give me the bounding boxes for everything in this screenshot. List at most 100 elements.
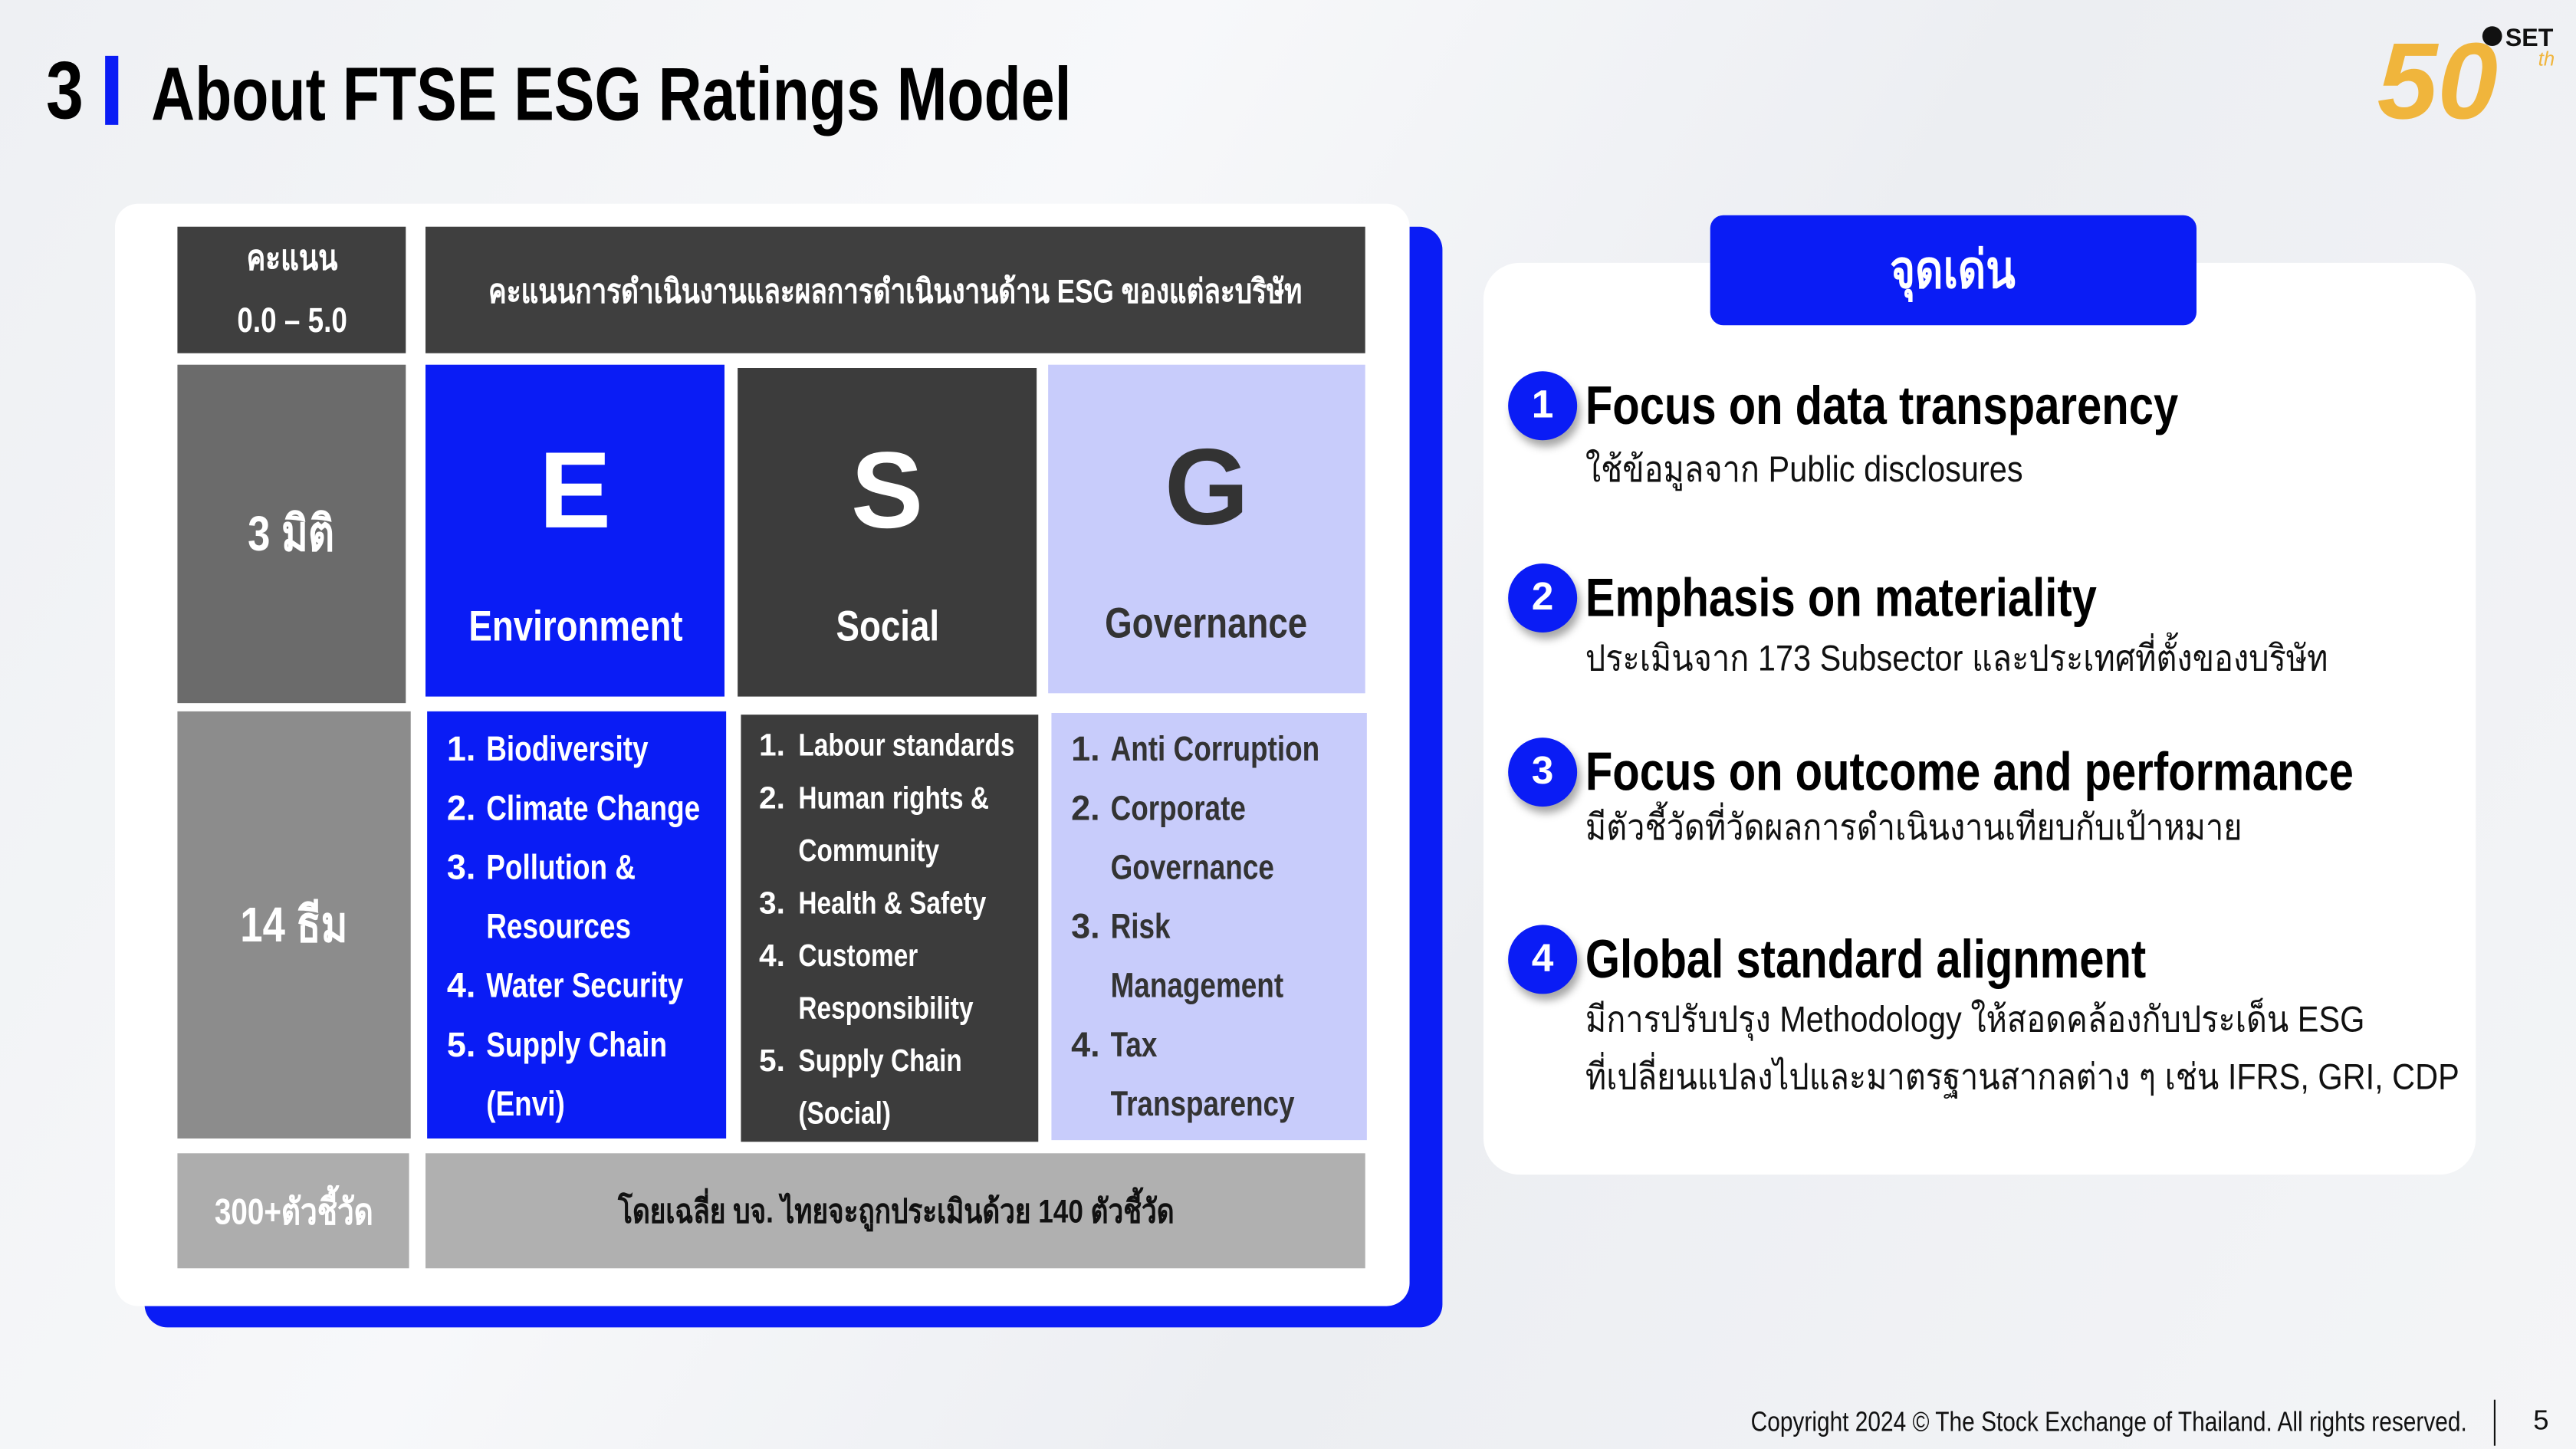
theme-item: Resources <box>447 899 748 958</box>
theme-number: 3. <box>446 849 476 888</box>
highlight-title: Focus on outcome and performance <box>1585 741 2354 802</box>
theme-number: 1. <box>446 731 476 769</box>
highlight-description: ที่เปลี่ยนแปลงไปและมาตรฐานสากลต่าง ๆ เช่… <box>1585 1056 2459 1098</box>
theme-number <box>1071 1076 1110 1135</box>
highlight-description: ใช้ข้อมูลจาก Public disclosures <box>1585 449 2023 490</box>
theme-item: 5. Supply Chain <box>447 1017 748 1076</box>
theme-item: 2. Climate Change <box>447 780 748 840</box>
highlights-panel <box>1483 262 2476 1175</box>
theme-text: Biodiversity <box>486 731 649 769</box>
theme-number <box>447 899 486 958</box>
theme-text: Transparency <box>1110 1086 1295 1124</box>
theme-item: Governance <box>1071 840 1365 899</box>
theme-item: 1. Anti Corruption <box>1071 721 1365 780</box>
pillar-governance: G Governance <box>1048 364 1365 694</box>
theme-number <box>759 826 798 879</box>
theme-number: 5. <box>758 1044 785 1079</box>
theme-number <box>1071 840 1110 899</box>
theme-item: 4. Tax <box>1071 1017 1365 1076</box>
pillar-letter: G <box>1164 426 1249 547</box>
pillar-name: Governance <box>1105 598 1308 648</box>
theme-text: Risk <box>1110 909 1171 947</box>
pillar-letter: E <box>538 429 612 550</box>
copyright: Copyright 2024 © The Stock Exchange of T… <box>1751 1406 2468 1438</box>
highlight-description: มีการปรับปรุง Methodology ให้สอดคล้องกับ… <box>1585 998 2365 1040</box>
governance-themes: 1. Anti Corruption 2. Corporate Governance 3.… <box>1051 713 1367 1141</box>
indicators-label: 300+ตัวชี้วัด <box>177 1153 409 1269</box>
theme-text: Labour standards <box>798 729 1015 764</box>
theme-text: Supply Chain <box>486 1027 668 1065</box>
theme-text: Management <box>1110 968 1284 1006</box>
number-badge: 4 <box>1508 925 1578 994</box>
svg-text:th: th <box>2538 49 2555 71</box>
theme-item: (Social) <box>759 1089 1062 1142</box>
number-badge: 1 <box>1508 371 1578 441</box>
themes-label: 14 ธีม <box>177 711 411 1138</box>
theme-number: 4. <box>1071 1027 1100 1065</box>
social-themes: 1. Labour standards 2. Human rights & Commun… <box>741 715 1039 1142</box>
pillar-social: S Social <box>738 368 1037 697</box>
page-title: About FTSE ESG Ratings Model <box>151 51 1072 136</box>
theme-item: 1. Labour standards <box>759 721 1062 774</box>
theme-item: 3. Pollution & <box>447 840 748 899</box>
highlight-title: Emphasis on materiality <box>1585 567 2097 628</box>
number-badge: 2 <box>1508 564 1578 632</box>
dimensions-label: 3 มิติ <box>177 364 406 704</box>
theme-item: 3. Health & Safety <box>759 879 1062 932</box>
theme-item: Transparency <box>1071 1076 1365 1135</box>
theme-number: 2. <box>758 781 785 816</box>
highlight-title: Focus on data transparency <box>1585 374 2179 435</box>
highlight-description: ประเมินจาก 173 Subsector และประเทศที่ตั้… <box>1585 637 2328 678</box>
theme-item: 2. Human rights & <box>759 774 1062 826</box>
theme-item: 4. Water Security <box>447 958 748 1017</box>
theme-number <box>759 1089 798 1142</box>
theme-item: 1. Biodiversity <box>447 721 748 780</box>
theme-text: (Social) <box>798 1097 892 1132</box>
theme-text: Pollution & <box>486 849 636 888</box>
theme-number: 1. <box>1071 731 1100 769</box>
theme-number: 3. <box>1071 909 1100 947</box>
highlights-title: จุดเด่น <box>1710 215 2196 326</box>
title-accent-bar <box>105 55 119 125</box>
score-cell: คะแนน 0.0 – 5.0 <box>177 226 406 353</box>
theme-number: 4. <box>758 939 785 974</box>
theme-text: Corporate <box>1110 790 1246 828</box>
theme-item: 3. Risk <box>1071 899 1365 958</box>
section-number: 3 <box>46 44 84 136</box>
theme-number <box>759 984 798 1037</box>
pillar-environment: E Environment <box>426 364 724 697</box>
theme-text: Resources <box>486 909 631 947</box>
theme-number <box>447 1076 486 1135</box>
theme-number <box>1071 958 1110 1017</box>
theme-item: (Envi) <box>447 1076 748 1135</box>
theme-item: Management <box>1071 958 1365 1017</box>
theme-item: 5. Supply Chain <box>759 1037 1062 1089</box>
theme-item: Responsibility <box>759 984 1062 1037</box>
theme-item: 2. Corporate <box>1071 780 1365 840</box>
theme-text: Community <box>798 834 940 869</box>
theme-text: Climate Change <box>486 790 701 828</box>
theme-number: 3. <box>758 887 785 922</box>
theme-item: Community <box>759 826 1062 879</box>
highlight-title: Global standard alignment <box>1585 928 2147 989</box>
score-description: คะแนนการดำเนินงานและผลการดำเนินงานด้าน E… <box>426 226 1365 353</box>
theme-number: 5. <box>446 1027 476 1065</box>
theme-text: Human rights & <box>798 781 989 816</box>
pillar-name: Social <box>835 601 939 651</box>
footer-divider <box>2493 1399 2496 1446</box>
theme-text: Governance <box>1110 849 1274 888</box>
theme-number: 4. <box>446 968 476 1006</box>
pillar-name: Environment <box>468 601 682 651</box>
theme-number: 2. <box>446 790 476 828</box>
theme-text: Customer <box>798 939 918 974</box>
environment-themes: 1. Biodiversity 2. Climate Change 3. Pollutio… <box>427 711 727 1138</box>
theme-number: 2. <box>1071 790 1100 828</box>
theme-text: Health & Safety <box>798 887 987 922</box>
theme-number: 1. <box>758 729 785 764</box>
theme-text: Responsibility <box>798 992 974 1027</box>
theme-text: (Envi) <box>486 1086 565 1124</box>
highlight-description: มีตัวชี้วัดที่วัดผลการดำเนินงานเทียบกับเ… <box>1585 807 2242 848</box>
theme-text: Anti Corruption <box>1110 731 1320 769</box>
theme-text: Water Security <box>486 968 684 1006</box>
